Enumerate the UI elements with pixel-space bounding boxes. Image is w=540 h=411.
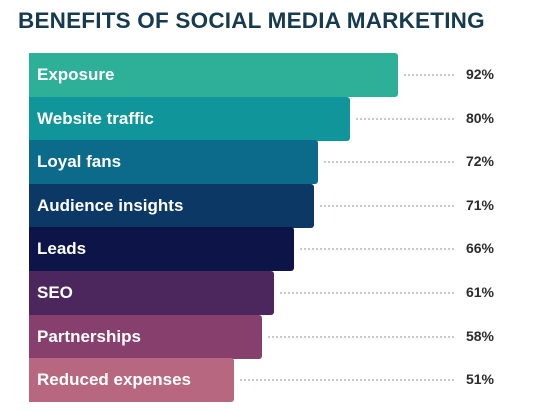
- bar-label: Reduced expenses: [37, 370, 192, 390]
- leader-line: [279, 292, 454, 294]
- value-label: 58%: [465, 327, 494, 344]
- leader-line: [323, 161, 454, 164]
- bar-loyal-fans: Loyal fans: [29, 140, 318, 185]
- bar-exposure: Exposure: [29, 53, 398, 97]
- bar-label: Loyal fans: [37, 152, 122, 172]
- bar-label: SEO: [37, 283, 73, 302]
- bar-seo: SEO: [29, 271, 274, 315]
- value-label: 71%: [465, 196, 494, 213]
- value-label: 66%: [465, 240, 494, 257]
- bar-label: Website traffic: [37, 108, 154, 128]
- leader-line: [267, 335, 454, 338]
- value-label: 72%: [465, 153, 494, 170]
- leader-line: [239, 379, 454, 382]
- leader-line: [299, 248, 454, 251]
- value-label: 92%: [465, 66, 494, 82]
- bar-label: Leads: [37, 239, 87, 259]
- bar-label: Partnerships: [37, 326, 141, 346]
- bar-leads: Leads: [29, 227, 294, 272]
- bar-partnerships: Partnerships: [29, 314, 262, 359]
- bar-label: Exposure: [37, 65, 115, 84]
- chart-title: BENEFITS OF SOCIAL MEDIA MARKETING: [18, 8, 485, 33]
- leader-line: [404, 74, 454, 76]
- bar-audience-insights: Audience insights: [29, 183, 314, 228]
- leader-line: [355, 117, 454, 120]
- bar-website-traffic: Website traffic: [29, 96, 350, 141]
- bar-reduced-expenses: Reduced expenses: [29, 358, 234, 403]
- value-label: 61%: [465, 284, 494, 300]
- value-label: 80%: [465, 109, 494, 126]
- bar-label: Audience insights: [37, 195, 184, 215]
- value-label: 51%: [465, 371, 494, 388]
- leader-line: [319, 204, 454, 207]
